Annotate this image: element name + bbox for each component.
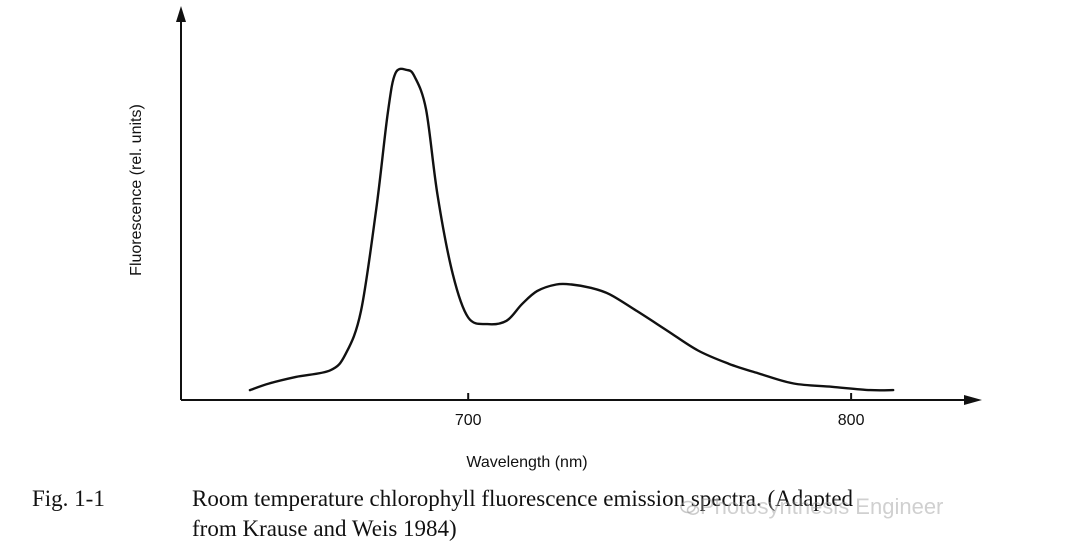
series-line: [248, 67, 895, 392]
caption-line-2: from Krause and Weis 1984): [192, 516, 457, 541]
y-axis-arrow: [176, 6, 186, 22]
caption-line-1: Room temperature chlorophyll fluorescenc…: [192, 486, 854, 511]
x-axis-arrow: [964, 395, 982, 405]
x-axis-label: Wavelength (nm): [466, 454, 587, 471]
wechat-icon: [680, 500, 700, 515]
x-tick-label: 700: [455, 412, 482, 429]
figure-number: Fig. 1-1: [32, 486, 105, 511]
x-tick-label: 800: [838, 412, 865, 429]
y-axis-label: Fluorescence (rel. units): [128, 104, 145, 276]
watermark: Photosynthesis Engineer: [700, 494, 944, 519]
chart: 700 800 Wavelength (nm) Fluorescence (rel…: [128, 6, 982, 471]
x-ticks: 700 800: [455, 393, 865, 429]
figure-caption: Room temperature chlorophyll fluorescenc…: [192, 484, 853, 544]
